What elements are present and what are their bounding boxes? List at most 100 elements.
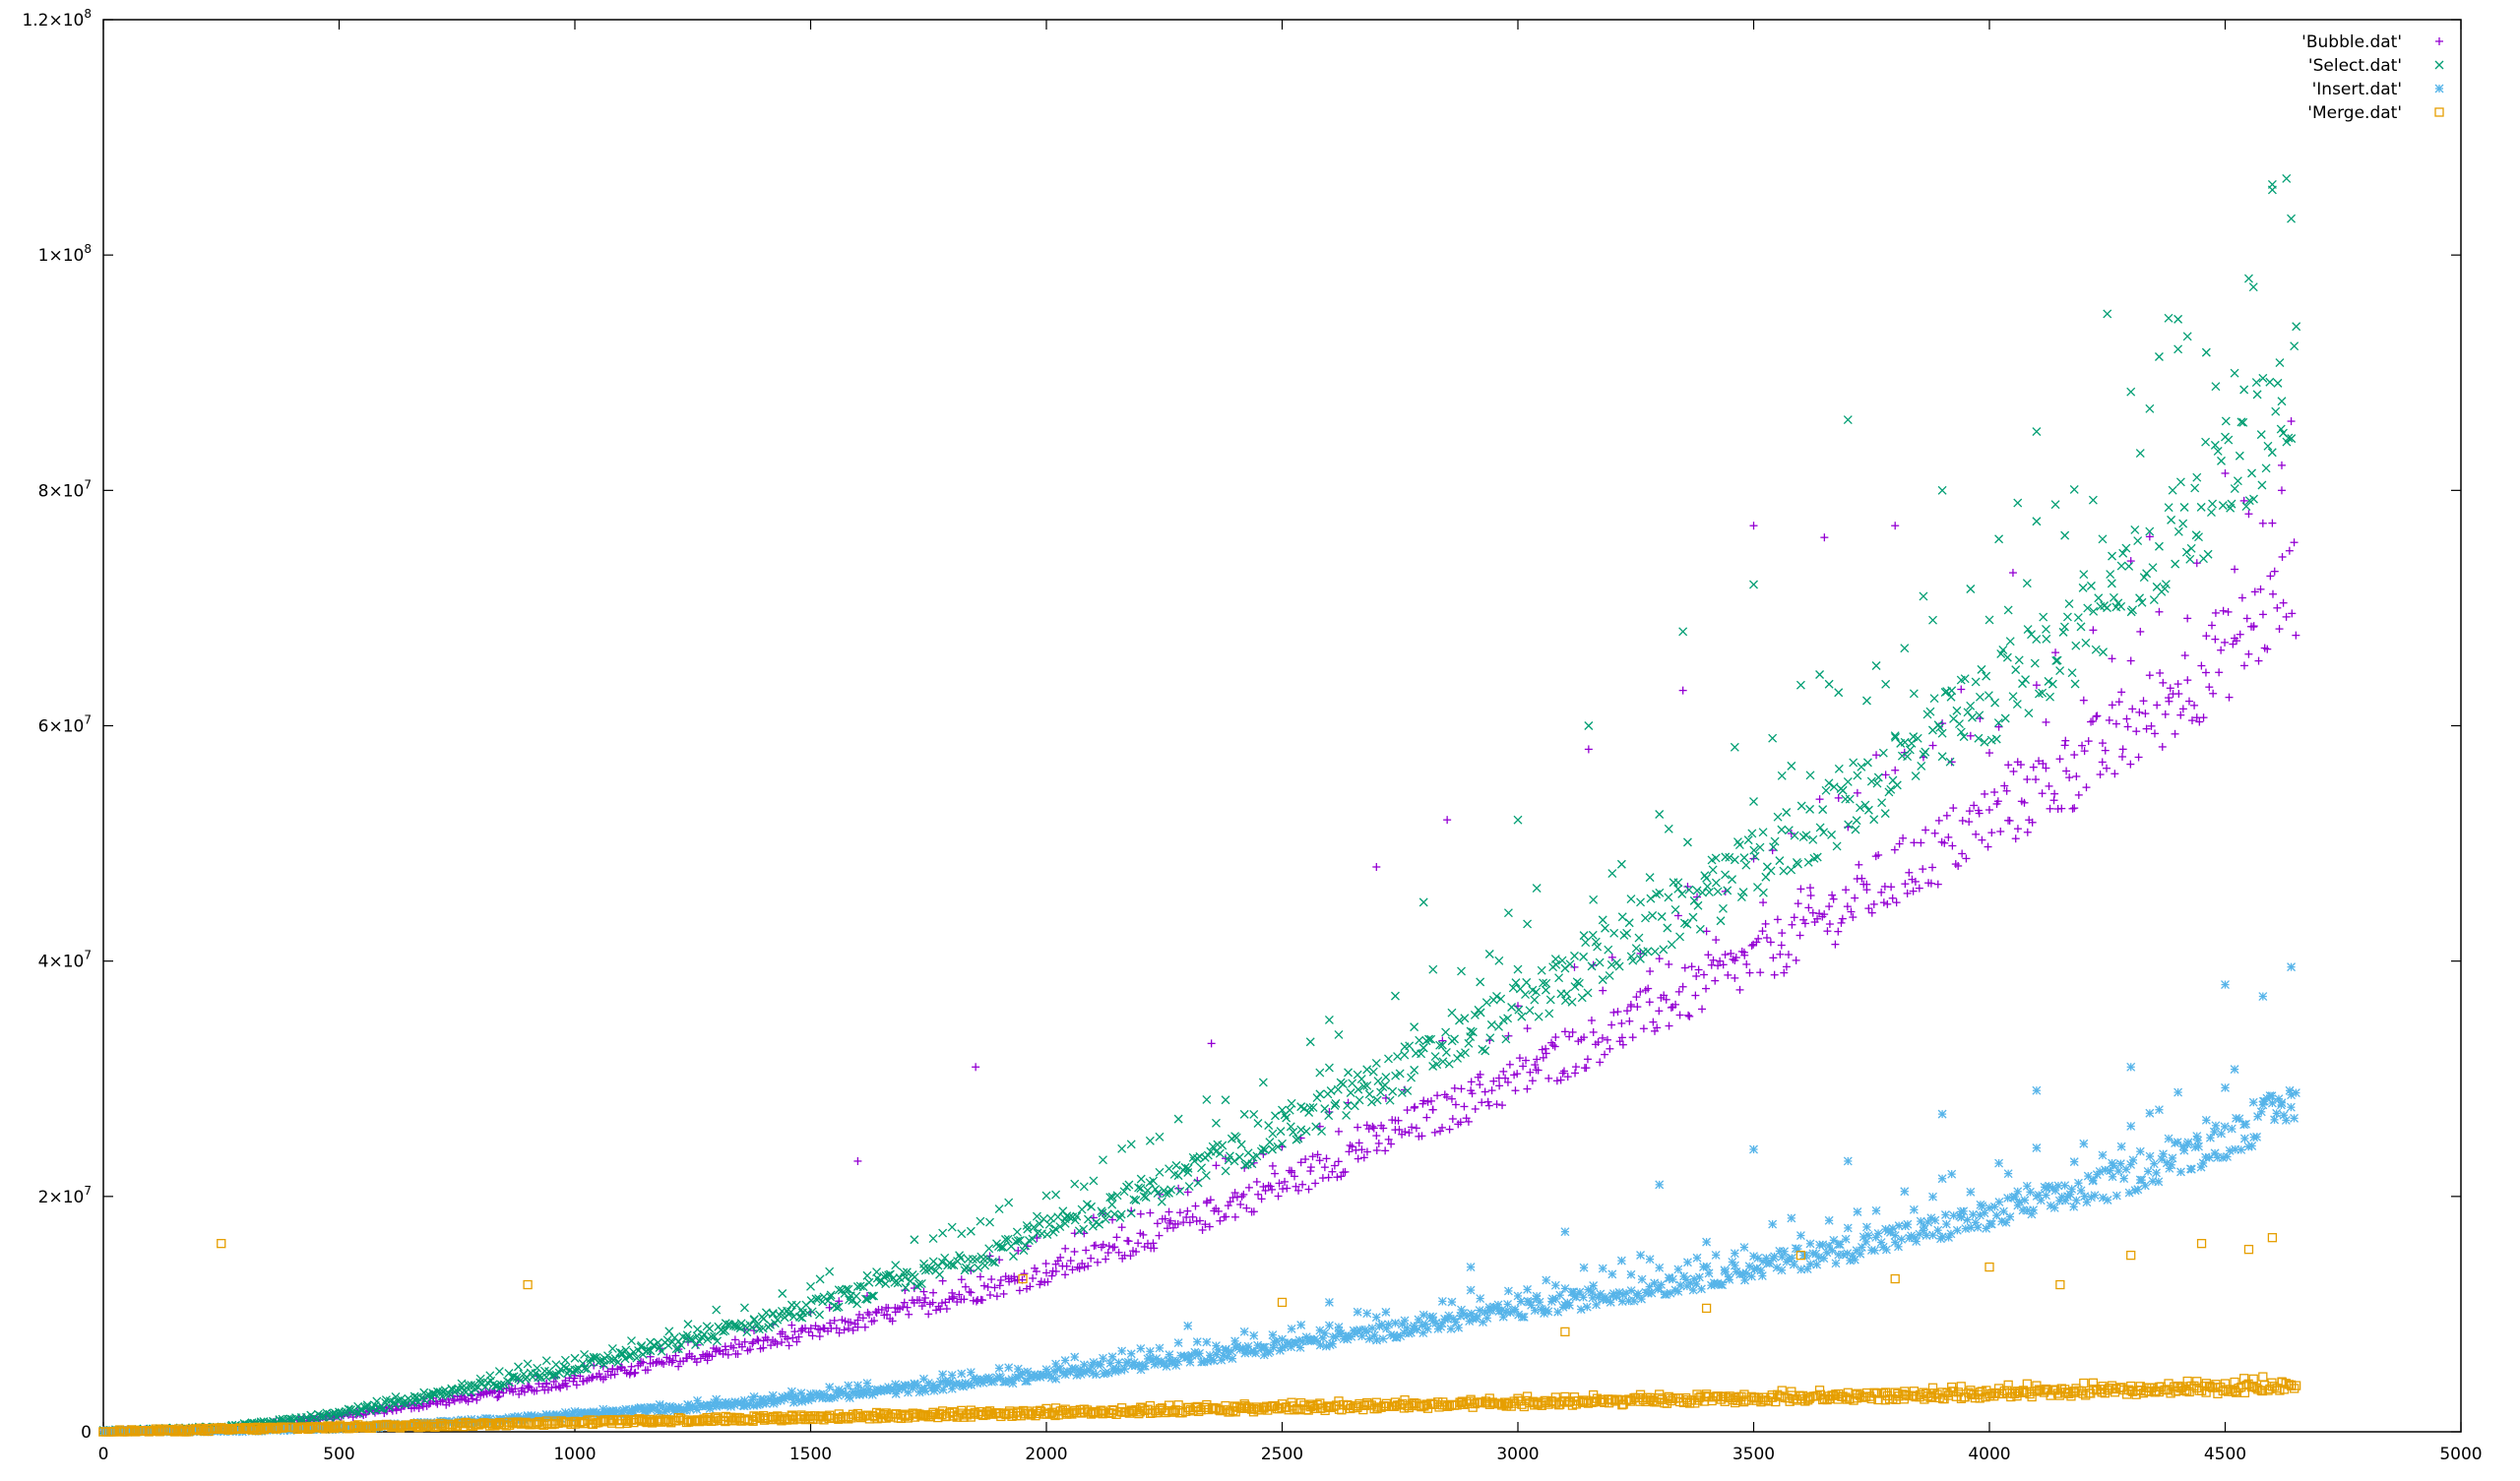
data-point bbox=[2070, 1158, 2078, 1166]
outlier-point bbox=[2127, 1063, 2135, 1071]
data-point bbox=[788, 1388, 795, 1395]
data-point bbox=[2271, 1116, 2279, 1124]
x-tick-label: 1000 bbox=[553, 1445, 596, 1464]
data-point bbox=[1646, 1256, 1654, 1264]
y-tick-mantissa: 1×10 bbox=[38, 246, 85, 266]
data-point bbox=[665, 1404, 673, 1412]
data-point bbox=[1052, 1375, 1060, 1383]
x-tick-label: 3500 bbox=[1732, 1445, 1775, 1464]
data-point bbox=[2042, 1192, 2049, 1200]
data-point bbox=[1862, 1223, 1870, 1231]
data-point bbox=[1372, 1314, 1380, 1322]
data-point bbox=[1872, 1206, 1880, 1214]
data-point bbox=[939, 1371, 947, 1379]
data-point bbox=[1495, 1308, 1503, 1316]
data-point bbox=[1485, 1307, 1493, 1315]
outlier-point bbox=[1750, 1145, 1758, 1153]
data-point bbox=[1448, 1298, 1456, 1306]
data-point bbox=[1995, 1159, 2003, 1167]
data-point bbox=[1816, 1241, 1824, 1249]
data-point bbox=[1391, 1320, 1399, 1327]
data-point bbox=[1093, 1371, 1101, 1379]
x-tick-label: 0 bbox=[98, 1445, 109, 1464]
data-point bbox=[835, 1386, 843, 1393]
data-point bbox=[1325, 1322, 1333, 1329]
data-point bbox=[2072, 1197, 2080, 1204]
data-point bbox=[1384, 1321, 1392, 1328]
data-point bbox=[1174, 1339, 1182, 1347]
data-point bbox=[816, 1390, 824, 1398]
data-point bbox=[1674, 1265, 1682, 1273]
data-point bbox=[1458, 1306, 1466, 1314]
data-point bbox=[1099, 1354, 1106, 1362]
data-point bbox=[1423, 1325, 1431, 1332]
data-point bbox=[1758, 1272, 1766, 1280]
data-point bbox=[2212, 1122, 2220, 1130]
data-point bbox=[2096, 1167, 2104, 1175]
data-point bbox=[1212, 1342, 1220, 1350]
data-point bbox=[99, 1428, 107, 1436]
plot-area bbox=[103, 20, 2461, 1432]
data-point bbox=[1259, 1343, 1267, 1351]
data-point bbox=[713, 1395, 721, 1403]
data-point bbox=[2221, 1123, 2229, 1131]
outlier-point bbox=[2259, 993, 2267, 1001]
data-point bbox=[863, 1380, 871, 1388]
data-point bbox=[1740, 1276, 1748, 1284]
data-point bbox=[1870, 1247, 1878, 1255]
data-point bbox=[2231, 1066, 2238, 1074]
data-point bbox=[2141, 1182, 2149, 1190]
data-point bbox=[1196, 1349, 1204, 1357]
data-point bbox=[901, 1382, 909, 1389]
data-point bbox=[1891, 1232, 1899, 1240]
data-point bbox=[1985, 1203, 1993, 1211]
data-point bbox=[1904, 1220, 1912, 1228]
data-point bbox=[2176, 1168, 2184, 1176]
data-point bbox=[1726, 1275, 1733, 1283]
y-tick-exponent: 7 bbox=[84, 949, 92, 962]
data-point bbox=[1250, 1331, 1258, 1339]
data-point bbox=[1658, 1280, 1666, 1288]
data-point bbox=[1429, 1317, 1437, 1325]
data-point bbox=[1740, 1244, 1748, 1252]
data-point bbox=[627, 1406, 635, 1414]
legend-label: 'Merge.dat' bbox=[2307, 103, 2402, 123]
data-point bbox=[2050, 1203, 2058, 1211]
data-point bbox=[1593, 1301, 1601, 1309]
data-point bbox=[647, 1405, 655, 1413]
data-point bbox=[2248, 1142, 2256, 1149]
data-point bbox=[1118, 1347, 1126, 1355]
data-point bbox=[1938, 1175, 1946, 1183]
data-point bbox=[1024, 1368, 1032, 1376]
data-point bbox=[1864, 1231, 1872, 1239]
data-point bbox=[1090, 1358, 1098, 1366]
y-tick-exponent: 8 bbox=[84, 7, 92, 21]
data-point bbox=[1957, 1207, 1965, 1215]
data-point bbox=[1608, 1270, 1616, 1278]
data-point bbox=[1419, 1311, 1427, 1319]
outlier-point bbox=[2033, 1086, 2041, 1094]
data-point bbox=[2254, 1113, 2262, 1121]
data-point bbox=[1401, 1317, 1409, 1325]
data-point bbox=[1832, 1260, 1840, 1267]
data-point bbox=[694, 1396, 702, 1404]
data-point bbox=[2288, 1091, 2296, 1099]
data-point bbox=[2206, 1153, 2214, 1161]
data-point bbox=[1844, 1224, 1852, 1232]
data-point bbox=[1137, 1344, 1145, 1352]
y-tick-mantissa: 4×10 bbox=[38, 953, 85, 972]
data-point bbox=[1080, 1361, 1088, 1369]
data-point bbox=[1316, 1327, 1324, 1334]
y-tick-label: 0 bbox=[81, 1423, 92, 1443]
data-point bbox=[1929, 1193, 1937, 1201]
data-point bbox=[1240, 1327, 1248, 1335]
y-tick-exponent: 8 bbox=[84, 242, 92, 256]
data-point bbox=[2282, 1116, 2290, 1124]
data-point bbox=[656, 1400, 663, 1408]
data-point bbox=[986, 1376, 994, 1384]
data-point bbox=[1953, 1226, 1961, 1234]
data-point bbox=[1108, 1353, 1116, 1361]
data-point bbox=[1365, 1335, 1373, 1343]
data-point bbox=[1570, 1292, 1578, 1300]
